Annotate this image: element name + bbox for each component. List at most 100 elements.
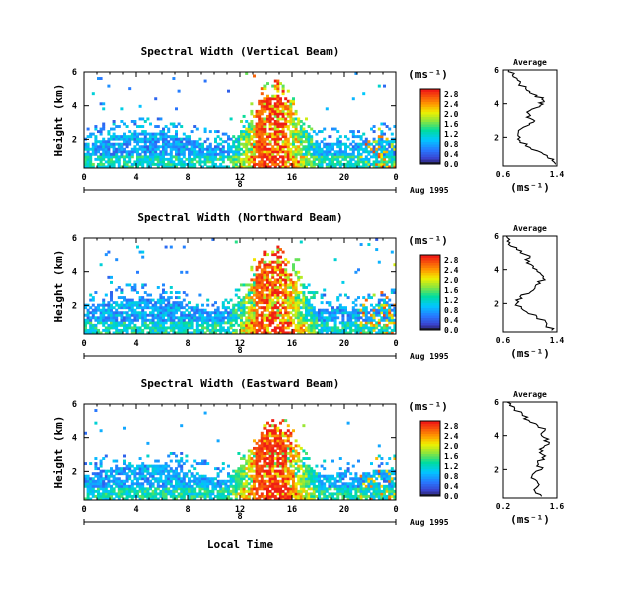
heatmap-cell (284, 289, 287, 292)
heatmap-cell (92, 309, 95, 312)
heatmap-cell (100, 470, 103, 473)
heatmap-cell (261, 326, 264, 329)
heatmap-cell (310, 291, 313, 294)
heatmap-cell (261, 100, 264, 103)
heatmap-cell (118, 158, 121, 161)
heatmap-cell (373, 472, 376, 475)
heatmap-cell (263, 145, 266, 148)
heatmap-cell (287, 155, 290, 158)
heatmap-cell (139, 251, 142, 254)
heatmap-cell (110, 472, 113, 475)
heatmap-cell (209, 150, 212, 153)
heatmap-cell (87, 163, 90, 166)
heatmap-cell (276, 135, 279, 138)
heatmap-cell (263, 424, 266, 427)
heatmap-cell (170, 135, 173, 138)
heatmap-cell (157, 158, 160, 161)
heatmap-cell (315, 291, 318, 294)
heatmap-cell (282, 452, 285, 455)
heatmap-cell (126, 304, 129, 307)
heatmap-cell (248, 294, 251, 297)
heatmap-cell (172, 163, 175, 166)
heatmap-cell (253, 273, 256, 276)
heatmap-cell (256, 163, 259, 166)
heatmap-cell (279, 133, 282, 136)
heatmap-cell (248, 487, 251, 490)
heatmap-cell (269, 480, 272, 483)
heatmap-cell (266, 271, 269, 274)
heatmap-cell (318, 480, 321, 483)
heatmap-cell (250, 112, 253, 115)
heatmap-cell (258, 475, 261, 478)
heatmap-cell (326, 490, 329, 493)
heatmap-cell (167, 482, 170, 485)
heatmap-cell (141, 309, 144, 312)
heatmap-cell (310, 135, 313, 138)
heatmap-cell (162, 289, 165, 292)
heatmap-cell (120, 490, 123, 493)
heatmap-cell (167, 140, 170, 143)
heatmap-cell (276, 465, 279, 468)
heatmap-cell (250, 138, 253, 141)
heatmap-cell (282, 261, 285, 264)
heatmap-cell (165, 125, 168, 128)
heatmap-cell (219, 321, 222, 324)
heatmap-cell (284, 296, 287, 299)
heatmap-cell (276, 143, 279, 146)
heatmap-cell (146, 472, 149, 475)
heatmap-cell (172, 160, 175, 163)
heatmap-cell (261, 107, 264, 110)
heatmap-cell (256, 329, 259, 332)
heatmap-cell (196, 153, 199, 156)
heatmap-cell (302, 155, 305, 158)
heatmap-cell (128, 319, 131, 322)
heatmap-cell (287, 439, 290, 442)
heatmap-cell (139, 140, 142, 143)
heatmap-cell (152, 140, 155, 143)
heatmap-cell (373, 329, 376, 332)
heatmap-cell (287, 492, 290, 495)
heatmap-cell (310, 321, 313, 324)
heatmap-cell (154, 316, 157, 319)
heatmap-cell (289, 283, 292, 286)
heatmap-cell (126, 145, 129, 148)
heatmap-cell (94, 291, 97, 294)
heatmap-cell (388, 482, 391, 485)
heatmap-cell (97, 480, 100, 483)
heatmap-cell (326, 326, 329, 329)
heatmap-cell (89, 326, 92, 329)
heatmap-cell (378, 482, 381, 485)
heatmap-cell (282, 480, 285, 483)
heatmap-cell (217, 148, 220, 151)
heatmap-cell (240, 304, 243, 307)
heatmap-cell (295, 444, 298, 447)
heatmap-cell (276, 326, 279, 329)
heatmap-cell (263, 140, 266, 143)
heatmap-cell (250, 304, 253, 307)
heatmap-cell (201, 495, 204, 498)
heatmap-cell (154, 465, 157, 468)
heatmap-cell (276, 82, 279, 85)
heatmap-cell (193, 314, 196, 317)
heatmap-cell (263, 143, 266, 146)
heatmap-cell (185, 485, 188, 488)
heatmap-cell (123, 480, 126, 483)
heatmap-cell (113, 135, 116, 138)
heatmap-cell (282, 143, 285, 146)
heatmap-cell (263, 460, 266, 463)
heatmap-cell (178, 304, 181, 307)
heatmap-cell (248, 477, 251, 480)
heatmap-cell (266, 429, 269, 432)
heatmap-cell (107, 482, 110, 485)
heatmap-cell (224, 490, 227, 493)
heatmap-cell (115, 160, 118, 163)
heatmap-cell (253, 160, 256, 163)
heatmap-cell (328, 160, 331, 163)
heatmap-cell (263, 299, 266, 302)
heatmap-cell (297, 319, 300, 322)
heatmap-cell (120, 120, 123, 123)
heatmap-cell (227, 306, 230, 309)
heatmap-cell (323, 150, 326, 153)
heatmap-cell (131, 480, 134, 483)
heatmap-cell (266, 107, 269, 110)
